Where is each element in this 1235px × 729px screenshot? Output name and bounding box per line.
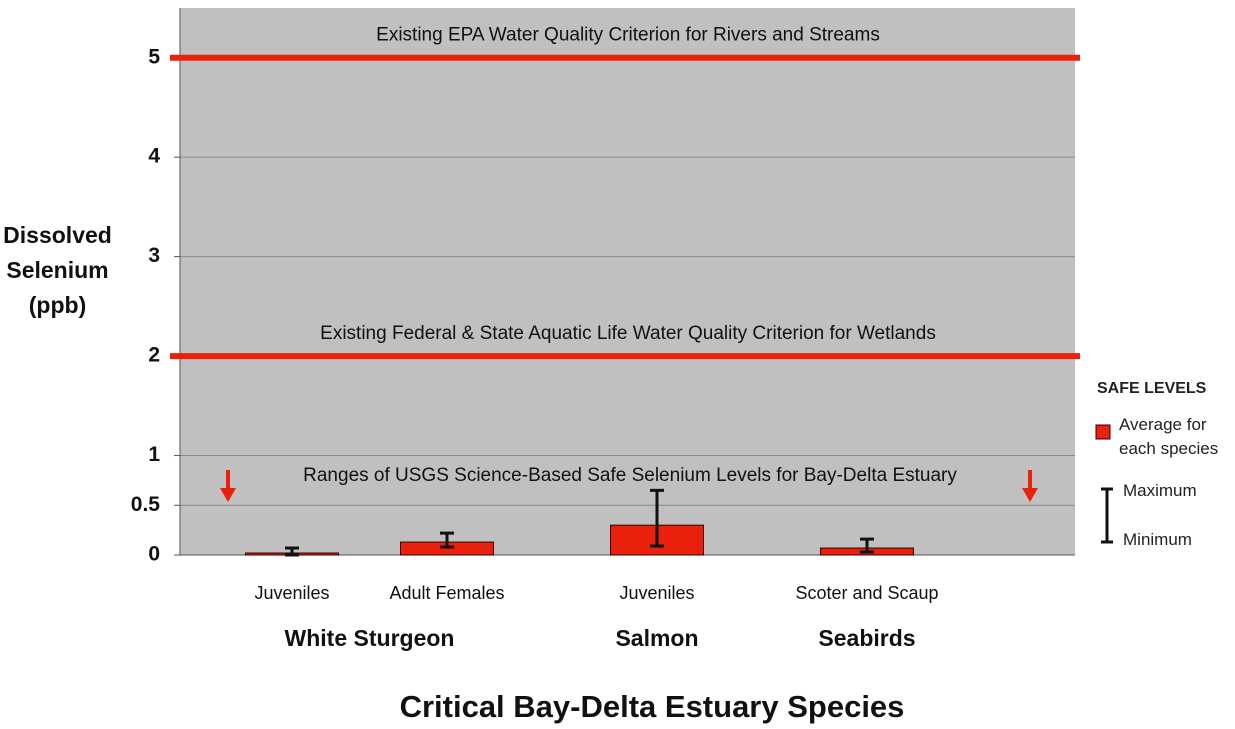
y-tick-label: 4	[148, 145, 160, 168]
x-tick-label: Scoter and Scaup	[795, 583, 938, 603]
y-tick-label: 0.5	[131, 493, 161, 516]
y-tick-label: 0	[148, 543, 160, 566]
group-label: Salmon	[615, 625, 698, 651]
legend-label: Average for each species	[1119, 415, 1219, 458]
y-axis-title: Dissolved Selenium (ppb)	[3, 222, 112, 318]
reference-label: Existing Federal & State Aquatic Life Wa…	[320, 323, 936, 344]
y-tick-label: 2	[148, 344, 160, 367]
plot-area	[180, 8, 1075, 555]
x-axis-title: Critical Bay-Delta Estuary Species	[400, 689, 905, 724]
x-tick-label: Juveniles	[619, 583, 694, 603]
y-tick-label: 3	[148, 244, 160, 267]
annotation: Ranges of USGS Science-Based Safe Seleni…	[303, 465, 957, 486]
group-label: Seabirds	[818, 625, 915, 651]
y-tick-label: 5	[148, 45, 160, 68]
x-tick-label: Juveniles	[254, 583, 329, 603]
legend-label: Maximum	[1123, 481, 1197, 500]
reference-label: Existing EPA Water Quality Criterion for…	[376, 25, 880, 46]
legend-title: SAFE LEVELS	[1097, 380, 1207, 397]
arrow-head	[1022, 488, 1038, 502]
legend-label: Minimum	[1123, 530, 1192, 549]
arrow-head	[220, 488, 236, 502]
legend-swatch	[1095, 424, 1111, 440]
x-tick-label: Adult Females	[389, 583, 504, 603]
y-tick-label: 1	[148, 443, 160, 466]
group-label: White Sturgeon	[285, 625, 455, 651]
